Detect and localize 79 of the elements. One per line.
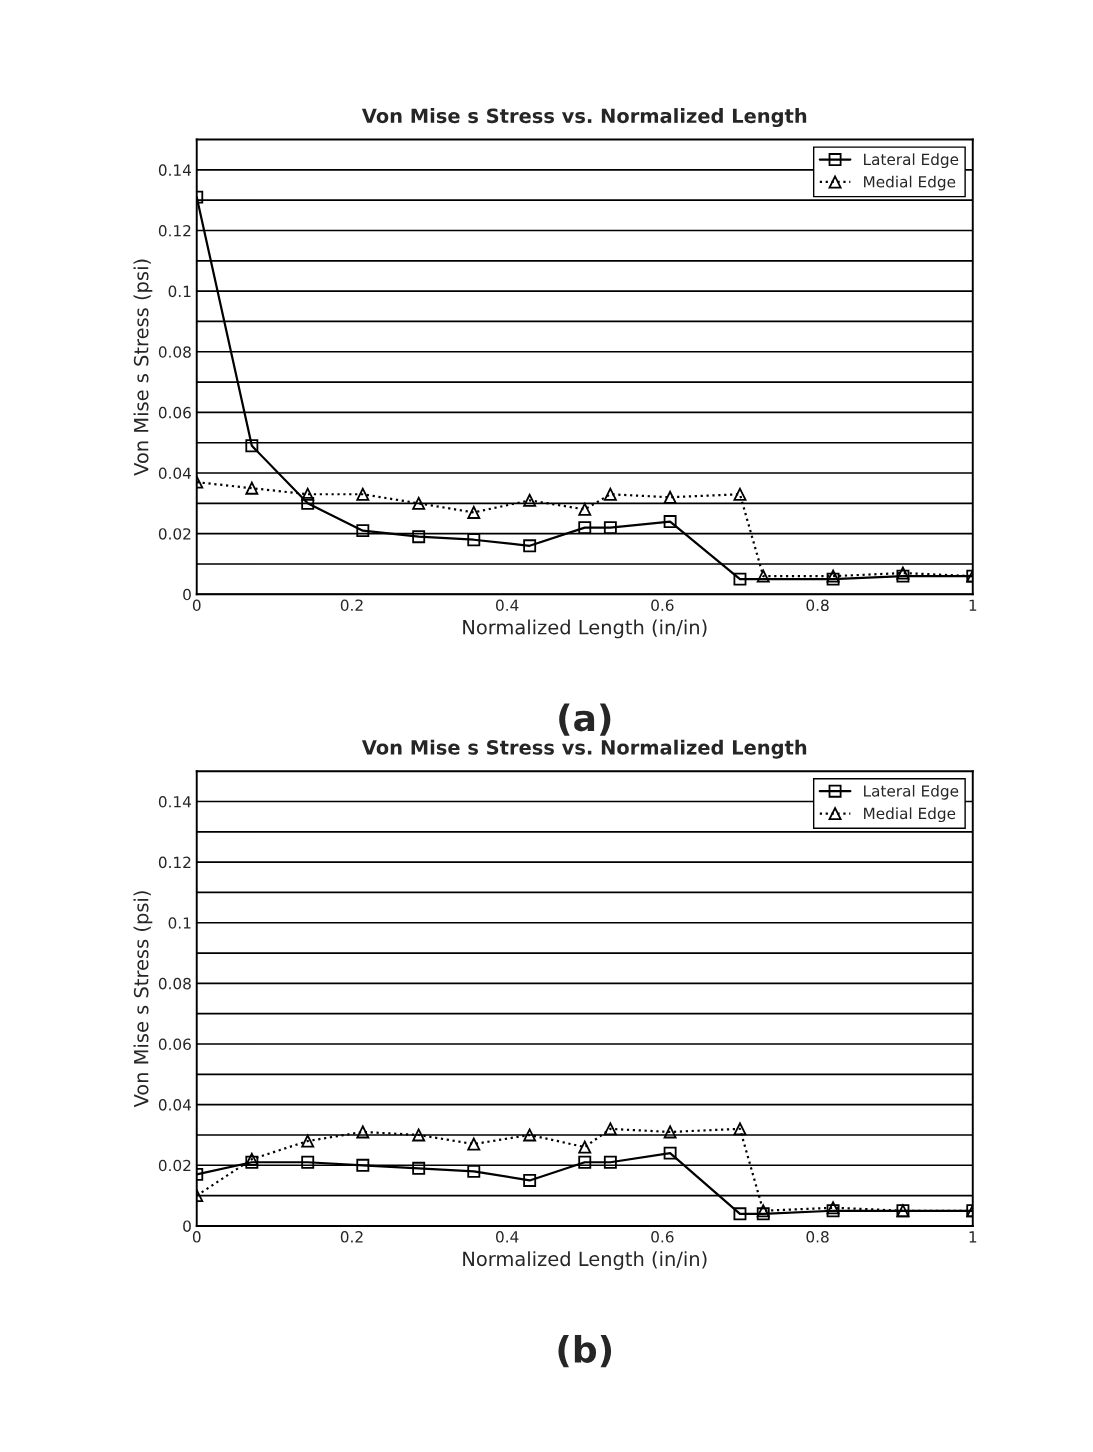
- point: [412, 1128, 426, 1142]
- point: [467, 505, 481, 519]
- point: [356, 524, 370, 538]
- legend-label: Lateral Edge: [864, 153, 959, 169]
- text: (b): [558, 1335, 612, 1368]
- point: [756, 569, 770, 583]
- point: [578, 502, 592, 516]
- y-tick-label: 0.1: [168, 917, 191, 929]
- y-tick-label: 0.12: [158, 856, 191, 869]
- x-tick-label: 0.4: [496, 599, 519, 611]
- y-tick-label: 0.02: [158, 1159, 191, 1172]
- x-tick-label: 1: [969, 599, 977, 611]
- point: [733, 1122, 747, 1136]
- point: [301, 487, 315, 501]
- x-tick-label: 0.2: [340, 599, 363, 611]
- point: [733, 572, 747, 586]
- point: [412, 1161, 426, 1175]
- x-tick-label: 0.6: [651, 599, 674, 611]
- x-tick-label: 0.8: [806, 599, 829, 611]
- point: [578, 1155, 592, 1169]
- y-tick-label: 0.14: [158, 164, 192, 176]
- point: [523, 1128, 537, 1142]
- point: [733, 1207, 747, 1221]
- x-axis-title: Normalized Length (in/in): [463, 1251, 707, 1270]
- x-tick-label: 0.4: [496, 1231, 519, 1243]
- y-tick-label: 0.04: [158, 467, 192, 480]
- point: [245, 439, 259, 453]
- y-tick-label: 0.08: [158, 346, 191, 358]
- y-tick-label: 0.12: [158, 224, 191, 237]
- point: [301, 496, 315, 510]
- point: [663, 490, 677, 504]
- legend-label: Lateral Edge: [864, 784, 959, 800]
- point: [603, 487, 617, 501]
- y-tick-label: 0.06: [158, 406, 191, 419]
- y-axis-title: Von Mise s Stress (psi): [133, 891, 153, 1108]
- y-axis-title: Von Mise s Stress (psi): [133, 259, 153, 476]
- point: [356, 1125, 370, 1139]
- text: (a): [559, 703, 611, 736]
- chart-title: Von Mise s Stress vs. Normalized Length: [361, 108, 807, 128]
- point: [578, 521, 592, 535]
- x-tick-label: 1: [969, 1231, 977, 1243]
- point: [245, 481, 259, 495]
- point: [301, 1155, 315, 1169]
- point: [412, 496, 426, 510]
- x-tick-label: 0.8: [806, 1231, 829, 1243]
- point: [603, 1155, 617, 1169]
- x-tick-label: 0.6: [651, 1231, 674, 1243]
- x-tick-label: 0: [192, 1231, 201, 1243]
- point: [523, 493, 537, 507]
- point: [412, 530, 426, 544]
- point: [523, 539, 537, 553]
- point: [356, 1158, 370, 1172]
- point: [603, 1122, 617, 1136]
- y-tick-label: 0.02: [158, 528, 191, 540]
- legend-label: Medial Edge: [864, 807, 956, 823]
- point: [578, 1140, 592, 1154]
- x-tick-label: 0: [192, 599, 201, 611]
- point: [733, 487, 747, 501]
- chart-title: Von Mise s Stress vs. Normalized Length: [361, 739, 807, 759]
- point: [467, 533, 481, 547]
- point: [663, 515, 677, 529]
- legend-label: Medial Edge: [864, 175, 956, 191]
- point: [603, 521, 617, 535]
- y-tick-label: 0: [183, 1220, 191, 1232]
- y-tick-label: 0.08: [158, 977, 191, 990]
- point: [467, 1137, 481, 1151]
- y-tick-label: 0.1: [168, 285, 191, 298]
- point: [523, 1173, 537, 1187]
- point: [663, 1146, 677, 1160]
- point: [467, 1164, 481, 1178]
- x-tick-label: 0.2: [340, 1231, 363, 1243]
- point: [663, 1125, 677, 1139]
- point: [356, 487, 370, 501]
- y-tick-label: 0.06: [158, 1038, 191, 1051]
- y-tick-label: 0.14: [158, 795, 192, 808]
- y-tick-label: 0.04: [158, 1099, 192, 1111]
- point: [301, 1134, 315, 1148]
- x-axis-title: Normalized Length (in/in): [463, 619, 707, 639]
- y-tick-label: 0: [183, 588, 191, 601]
